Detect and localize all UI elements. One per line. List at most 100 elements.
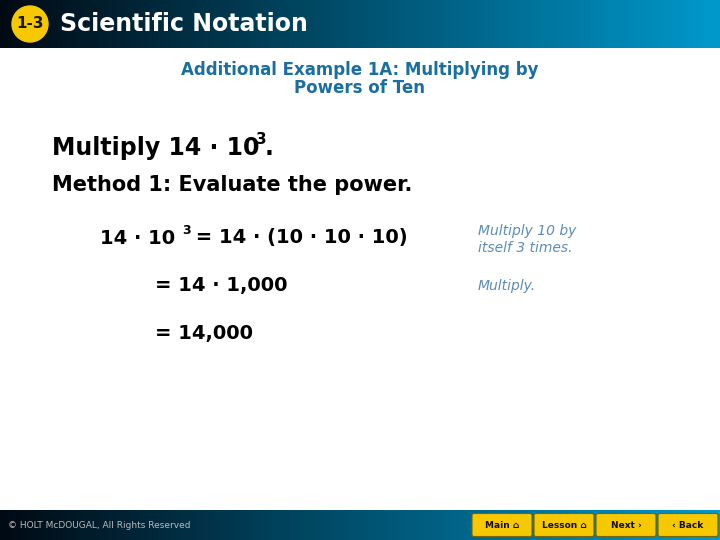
Bar [549, 510, 553, 540]
Bar [425, 0, 428, 48]
Bar [103, 510, 107, 540]
Bar [106, 0, 109, 48]
Bar [706, 510, 709, 540]
Bar [72, 0, 76, 48]
Bar [297, 510, 301, 540]
Bar [670, 0, 673, 48]
Bar [312, 0, 315, 48]
Bar [653, 510, 656, 540]
Bar [691, 510, 695, 540]
Bar [684, 510, 688, 540]
Bar [315, 510, 318, 540]
Bar [0, 510, 4, 540]
Bar [470, 510, 474, 540]
Bar [434, 510, 438, 540]
Bar [504, 510, 508, 540]
Text: 1-3: 1-3 [17, 17, 44, 31]
Bar [482, 510, 486, 540]
Bar [41, 510, 44, 540]
Bar [473, 0, 476, 48]
Bar [264, 510, 267, 540]
Bar [369, 510, 373, 540]
Bar [166, 0, 169, 48]
Text: ‹ Back: ‹ Back [672, 521, 703, 530]
Bar [89, 0, 92, 48]
Bar [657, 510, 661, 540]
Bar [439, 0, 443, 48]
Bar [430, 0, 433, 48]
Bar [374, 0, 378, 48]
Bar [574, 0, 577, 48]
Bar [711, 510, 714, 540]
Bar [511, 510, 515, 540]
Bar [567, 0, 570, 48]
Bar [636, 0, 639, 48]
Text: 14 · 10: 14 · 10 [100, 228, 175, 247]
Bar [459, 0, 462, 48]
Bar [446, 0, 450, 48]
Text: Additional Example 1A: Multiplying by: Additional Example 1A: Multiplying by [181, 61, 539, 79]
Bar [667, 0, 670, 48]
Bar [538, 510, 541, 540]
Bar [153, 0, 157, 48]
Bar [31, 510, 35, 540]
Bar [708, 510, 711, 540]
Bar [230, 0, 234, 48]
Bar [382, 510, 385, 540]
Bar [341, 0, 344, 48]
Bar [103, 0, 107, 48]
Bar [379, 0, 382, 48]
Bar [12, 0, 15, 48]
Bar [189, 0, 193, 48]
Text: Multiply 14 · 10: Multiply 14 · 10 [52, 136, 259, 160]
Bar [72, 510, 76, 540]
Bar [14, 510, 18, 540]
Bar [53, 0, 56, 48]
Bar [238, 510, 241, 540]
Bar [48, 0, 51, 48]
Bar [348, 510, 351, 540]
Bar [171, 0, 174, 48]
Bar [297, 0, 301, 48]
Bar [161, 0, 164, 48]
Bar [629, 0, 632, 48]
Bar [713, 510, 716, 540]
Bar [50, 510, 54, 540]
Bar [576, 0, 580, 48]
Bar [151, 510, 155, 540]
Bar [367, 0, 371, 48]
Bar [113, 0, 116, 48]
Bar [634, 0, 637, 48]
Bar [115, 0, 119, 48]
Bar [137, 0, 140, 48]
Bar [506, 0, 510, 48]
Bar [689, 0, 692, 48]
Bar [113, 510, 116, 540]
Bar [204, 0, 207, 48]
Bar [490, 0, 493, 48]
Bar [420, 0, 423, 48]
Bar [120, 510, 123, 540]
Bar [583, 510, 587, 540]
Bar [120, 0, 123, 48]
Bar [146, 0, 150, 48]
Bar [564, 0, 567, 48]
Bar [22, 0, 25, 48]
Bar [300, 510, 303, 540]
Bar [319, 510, 323, 540]
Bar [643, 0, 647, 48]
Text: Multiply.: Multiply. [478, 279, 536, 293]
Bar [70, 510, 73, 540]
Bar [288, 510, 292, 540]
Bar [257, 510, 260, 540]
Bar [158, 0, 162, 48]
Bar [31, 0, 35, 48]
Bar [672, 0, 675, 48]
Text: Scientific Notation: Scientific Notation [60, 12, 308, 36]
Bar [432, 510, 436, 540]
Bar [672, 510, 675, 540]
Bar [117, 510, 121, 540]
Bar [432, 0, 436, 48]
Bar [626, 0, 630, 48]
Bar [518, 0, 522, 48]
